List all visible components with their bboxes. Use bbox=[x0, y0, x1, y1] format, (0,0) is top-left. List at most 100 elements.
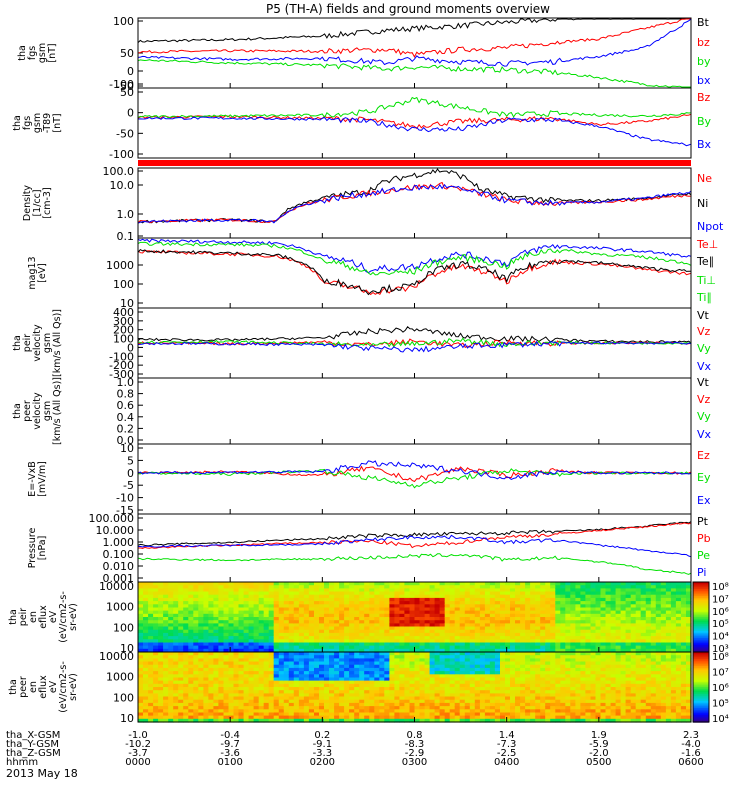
spectrogram-cell bbox=[464, 604, 471, 609]
spectrogram-cell bbox=[339, 693, 345, 698]
spectrogram-cell bbox=[263, 585, 270, 589]
spectrogram-cell bbox=[243, 645, 250, 650]
spectrogram-cell bbox=[494, 597, 501, 602]
spectrogram-cell bbox=[464, 623, 471, 628]
spectrogram-cell bbox=[530, 693, 536, 698]
spectrogram-cell bbox=[374, 623, 380, 628]
spectrogram-cell bbox=[268, 712, 275, 717]
colorbar-cell bbox=[693, 622, 709, 625]
spectrogram-cell bbox=[163, 632, 169, 637]
spectrogram-cell bbox=[399, 690, 405, 694]
spectrogram-cell bbox=[268, 709, 275, 714]
legend-entry-bx: Bx bbox=[697, 138, 712, 151]
spectrogram-cell bbox=[570, 693, 576, 698]
spectrogram-cell bbox=[625, 585, 632, 589]
spectrogram-cell bbox=[339, 712, 345, 717]
spectrogram-cell bbox=[489, 664, 496, 669]
spectrogram-cell bbox=[314, 680, 320, 685]
spectrogram-cell bbox=[293, 604, 300, 609]
spectrogram-cell bbox=[550, 718, 556, 723]
spectrogram-cell bbox=[515, 623, 521, 628]
spectrogram-cell bbox=[238, 699, 245, 704]
spectrogram-cell bbox=[630, 664, 637, 669]
spectrogram-cell bbox=[263, 607, 270, 612]
spectrogram-cell bbox=[580, 620, 586, 624]
y-axis-label: peir bbox=[22, 334, 33, 353]
spectrogram-cell bbox=[620, 664, 627, 669]
spectrogram-cell bbox=[273, 617, 280, 621]
spectrogram-cell bbox=[188, 718, 194, 723]
spectrogram-cell bbox=[500, 648, 506, 653]
spectrogram-cell bbox=[535, 613, 541, 618]
spectrogram-cell bbox=[163, 591, 169, 596]
spectrogram-cell bbox=[540, 706, 546, 710]
spectrogram-cell bbox=[369, 661, 375, 666]
y-tick-label: 100 bbox=[113, 278, 134, 291]
spectrogram-cell bbox=[324, 626, 330, 631]
spectrogram-cell bbox=[148, 597, 154, 602]
spectrogram-cell bbox=[409, 604, 416, 609]
panel-10: tha peer en eflux eV (eV/cm2-s-sr-eV)10000100… bbox=[8, 650, 729, 725]
spectrogram-cell bbox=[243, 715, 250, 720]
spectrogram-cell bbox=[228, 677, 235, 682]
spectrogram-cell bbox=[183, 623, 189, 628]
spectrogram-cell bbox=[399, 597, 405, 602]
spectrogram-cell bbox=[640, 677, 647, 682]
spectrogram-cell bbox=[635, 680, 642, 685]
y-axis-label: tha bbox=[12, 403, 23, 419]
spectrogram-cell bbox=[409, 594, 416, 599]
spectrogram-cell bbox=[314, 636, 320, 640]
spectrogram-cell bbox=[464, 597, 471, 602]
spectrogram-cell bbox=[223, 658, 230, 663]
spectrogram-cell bbox=[520, 648, 526, 653]
y-axis-label: peer bbox=[18, 676, 29, 698]
spectrogram-cell bbox=[409, 706, 416, 710]
spectrogram-cell bbox=[530, 626, 536, 631]
spectrogram-cell bbox=[434, 699, 441, 704]
spectrogram-cell bbox=[158, 597, 164, 602]
y-tick-label: 5 bbox=[127, 454, 134, 467]
spectrogram-cell bbox=[540, 632, 546, 637]
spectrogram-cell bbox=[484, 715, 491, 720]
spectrogram-cell bbox=[233, 632, 240, 637]
spectrogram-cell bbox=[489, 607, 496, 612]
spectrogram-cell bbox=[228, 674, 235, 679]
spectrogram-cell bbox=[464, 648, 471, 653]
spectrogram-cell bbox=[515, 706, 521, 710]
spectrogram-cell bbox=[314, 620, 320, 624]
spectrogram-cell bbox=[298, 702, 305, 707]
spectrogram-cell bbox=[620, 629, 627, 634]
spectrogram-cell bbox=[424, 709, 431, 714]
spectrogram-cell bbox=[505, 715, 511, 720]
spectrogram-cell bbox=[243, 683, 250, 688]
spectrogram-cell bbox=[354, 623, 360, 628]
spectrogram-cell bbox=[334, 639, 340, 644]
spectrogram-cell bbox=[339, 588, 345, 593]
spectrogram-cell bbox=[349, 687, 355, 691]
spectrogram-cell bbox=[359, 613, 365, 618]
spectrogram-cell bbox=[399, 645, 405, 650]
spectrogram-cell bbox=[203, 699, 209, 704]
spectrogram-cell bbox=[223, 636, 230, 640]
spectrogram-cell bbox=[188, 620, 194, 624]
spectrogram-cell bbox=[686, 607, 692, 612]
spectrogram-cell bbox=[369, 623, 375, 628]
spectrogram-cell bbox=[203, 632, 209, 637]
spectrogram-cell bbox=[580, 626, 586, 631]
spectrogram-cell bbox=[650, 597, 657, 602]
spectrogram-cell bbox=[298, 636, 305, 640]
spectrogram-cell bbox=[203, 629, 209, 634]
spectrogram-cell bbox=[615, 620, 622, 624]
spectrogram-cell bbox=[610, 693, 617, 698]
spectrogram-cell bbox=[369, 617, 375, 621]
spectrogram-cell bbox=[314, 677, 320, 682]
spectrogram-cell bbox=[610, 639, 617, 644]
spectrogram-cell bbox=[505, 601, 511, 605]
spectrogram-cell bbox=[605, 629, 612, 634]
spectrogram-cell bbox=[238, 648, 245, 653]
spectrogram-cell bbox=[464, 655, 471, 659]
spectrogram-cell bbox=[555, 582, 561, 586]
spectrogram-cell bbox=[233, 648, 240, 653]
spectrogram-cell bbox=[520, 674, 526, 679]
spectrogram-cell bbox=[414, 661, 421, 666]
